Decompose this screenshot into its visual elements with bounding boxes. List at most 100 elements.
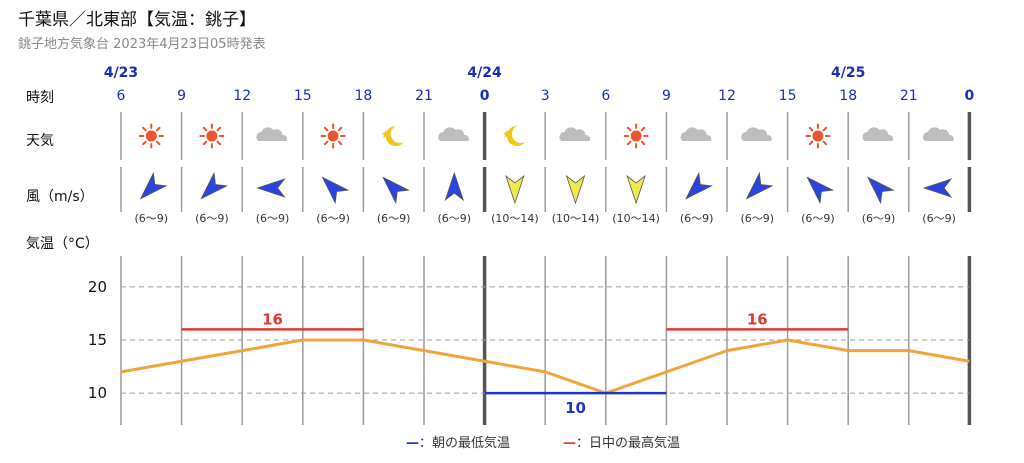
time-row-label: 時刻	[26, 90, 54, 106]
wind-arrow-shape	[806, 176, 835, 205]
wind-arrow-shape	[382, 176, 410, 205]
sun-ray	[202, 126, 208, 132]
sun-ray	[640, 140, 646, 146]
sun-ray	[626, 140, 632, 146]
moon-shape	[385, 126, 404, 146]
sun-ray	[808, 126, 814, 132]
wind-speed-label: (10～14)	[552, 212, 600, 225]
wind-arrow-shape	[745, 171, 774, 200]
wind-arrow-shape	[139, 171, 168, 200]
wind-speed-label: (6～9)	[922, 212, 956, 225]
wind-arrow-shape	[444, 171, 465, 202]
wind-speed-label: (6～9)	[741, 212, 775, 225]
wind-arrow-icon	[866, 176, 895, 205]
sun-icon	[138, 123, 164, 149]
cloud-icon	[680, 127, 712, 141]
sun-ray	[808, 140, 814, 146]
sun-ray	[202, 140, 208, 146]
hour-label: 6	[601, 88, 610, 104]
legend-max: —：日中の最高気温	[563, 432, 680, 451]
wind-arrow-icon	[505, 174, 525, 205]
sun-ray	[337, 126, 343, 132]
wind-arrow-shape	[866, 176, 895, 205]
wind-arrow-icon	[444, 171, 465, 202]
hour-label: 0	[965, 88, 975, 104]
sun-icon	[199, 123, 225, 149]
wind-speed-label: (6～9)	[680, 212, 714, 225]
max-temp-label: 16	[262, 310, 283, 328]
cloud-shape	[438, 127, 469, 141]
sun-ray	[216, 126, 222, 132]
wind-arrow-shape	[922, 178, 953, 198]
cloud-icon	[438, 127, 469, 141]
hour-label: 18	[354, 88, 372, 104]
wind-arrow-icon	[200, 171, 229, 200]
legend-max-mark: —	[563, 436, 576, 451]
cloud-icon	[559, 127, 591, 141]
wind-arrow-shape	[565, 174, 586, 205]
hour-label: 9	[662, 88, 671, 104]
date-label: 4/25	[831, 65, 865, 81]
date-label: 4/23	[104, 65, 138, 81]
moon-shape	[506, 126, 525, 146]
wind-speed-label: (6～9)	[135, 212, 169, 225]
wind-speed-label: (6～9)	[862, 212, 896, 225]
temp-tick-label: 15	[88, 331, 107, 349]
cloud-shape	[923, 127, 954, 141]
sun-icon-core	[145, 130, 157, 142]
cloud-icon	[741, 127, 772, 141]
wind-speed-label: (6～9)	[316, 212, 350, 225]
hour-label: 0	[480, 88, 490, 104]
sun-icon	[805, 123, 831, 149]
hour-label: 6	[117, 88, 126, 104]
date-label: 4/24	[467, 65, 502, 81]
wind-speed-label: (6～9)	[256, 212, 290, 225]
min-temp-label: 10	[565, 399, 586, 417]
sun-ray	[155, 140, 161, 146]
cloud-icon	[862, 127, 894, 141]
hour-label: 12	[718, 88, 736, 104]
wind-arrow-icon	[806, 176, 835, 205]
wind-speed-label: (6～9)	[438, 212, 472, 225]
page-title: 千葉県／北東部【気温：銚子】	[18, 10, 256, 30]
sun-icon-core	[630, 130, 642, 142]
hour-label: 15	[294, 88, 312, 104]
hour-label: 18	[839, 88, 857, 104]
cloud-shape	[862, 127, 894, 141]
sun-ray	[640, 126, 646, 132]
weather-row-label: 天気	[26, 133, 54, 149]
temperature-line	[120, 338, 970, 395]
wind-arrow-icon	[685, 171, 713, 200]
sun-icon	[320, 123, 346, 149]
wind-arrow-icon	[626, 174, 646, 205]
sun-ray	[822, 140, 828, 146]
cloud-shape	[680, 127, 712, 141]
legend-min-mark: —	[406, 436, 419, 451]
wind-arrow-shape	[685, 171, 713, 200]
hour-label: 12	[233, 88, 251, 104]
wind-speed-label: (6～9)	[377, 212, 411, 225]
sun-ray	[142, 140, 147, 146]
cloud-icon	[256, 127, 288, 141]
hour-label: 9	[177, 88, 186, 104]
sun-icon-core	[327, 130, 339, 142]
wind-arrow-shape	[321, 176, 350, 205]
sun-ray	[323, 126, 329, 132]
wind-arrow-shape	[505, 174, 525, 205]
hour-label: 21	[415, 88, 433, 104]
sun-icon-core	[206, 130, 218, 142]
wind-speed-label: (6～9)	[801, 212, 835, 225]
sun-icon-core	[812, 130, 824, 142]
moon-icon	[502, 126, 525, 146]
legend-min-text: ：朝の最低気温	[419, 436, 511, 451]
moon-icon	[381, 126, 404, 146]
star-shape	[381, 130, 390, 138]
cloud-shape	[256, 127, 288, 141]
hour-label: 3	[541, 88, 550, 104]
star-shape	[502, 130, 511, 138]
wind-speed-label: (10～14)	[612, 212, 660, 225]
sun-ray	[822, 126, 828, 132]
cloud-icon	[923, 127, 954, 141]
